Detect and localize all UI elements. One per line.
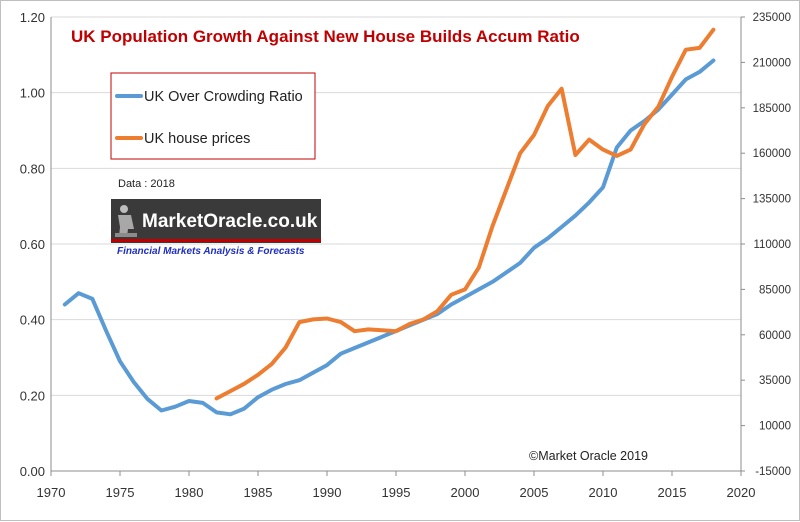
y-left-tick-label: 0.80 bbox=[20, 161, 45, 176]
y-right-tick-label: 160000 bbox=[753, 148, 791, 160]
statue-icon bbox=[115, 205, 137, 237]
x-tick-label: 1995 bbox=[382, 485, 411, 500]
y-right-tick-label: 10000 bbox=[759, 421, 791, 433]
y-right-tick-label: 35000 bbox=[759, 375, 791, 387]
logo-tagline: Financial Markets Analysis & Forecasts bbox=[117, 246, 305, 257]
x-tick-label: 2000 bbox=[451, 485, 480, 500]
y-left-tick-label: 1.20 bbox=[20, 10, 45, 25]
y-left-tick-label: 0.60 bbox=[20, 237, 45, 252]
y-left-tick-label: 0.20 bbox=[20, 388, 45, 403]
chart-title: UK Population Growth Against New House B… bbox=[71, 27, 580, 46]
x-tick-label: 1970 bbox=[37, 485, 66, 500]
series-line-overcrowding-ratio bbox=[62, 58, 716, 417]
market-oracle-logo: MarketOracle.co.uk Financial Markets Ana… bbox=[111, 199, 321, 257]
legend-label-house-prices: UK house prices bbox=[144, 131, 250, 147]
logo-underline bbox=[111, 239, 321, 242]
x-tick-label: 2010 bbox=[589, 485, 618, 500]
y-right-tick-label: -15000 bbox=[755, 466, 791, 478]
y-right-tick-label: 185000 bbox=[753, 103, 791, 115]
x-tick-label: 1990 bbox=[313, 485, 342, 500]
y-left-tick-label: 1.00 bbox=[20, 86, 45, 101]
y-left-tick-label: 0.00 bbox=[20, 464, 45, 479]
y-right-tick-label: 210000 bbox=[753, 57, 791, 69]
y-right-tick-label: 85000 bbox=[759, 284, 791, 296]
logo-name: MarketOracle.co.uk bbox=[142, 211, 318, 232]
x-tick-label: 2020 bbox=[727, 485, 756, 500]
x-tick-label: 1985 bbox=[244, 485, 273, 500]
data-year-note: Data : 2018 bbox=[118, 178, 175, 190]
x-tick-label: 2015 bbox=[658, 485, 687, 500]
axes: 0.00 0.20 0.40 0.60 0.80 1.00 1.20 -15000 10000 3… bbox=[20, 10, 791, 500]
y-left-tick-label: 0.40 bbox=[20, 313, 45, 328]
y-right-tick-label: 60000 bbox=[759, 330, 791, 342]
x-tick-label: 2005 bbox=[520, 485, 549, 500]
y-right-tick-label: 235000 bbox=[753, 12, 791, 24]
logo-background bbox=[111, 199, 321, 243]
legend: UK Over Crowding Ratio UK house prices bbox=[110, 72, 316, 160]
x-tick-label: 1975 bbox=[106, 485, 135, 500]
copyright-note: ©Market Oracle 2019 bbox=[529, 449, 648, 463]
legend-label-overcrowding: UK Over Crowding Ratio bbox=[144, 89, 303, 105]
series-lines bbox=[62, 27, 716, 417]
series-line-house-prices bbox=[214, 27, 716, 401]
y-right-tick-label: 110000 bbox=[753, 239, 791, 251]
legend-box bbox=[110, 72, 316, 160]
x-tick-label: 1980 bbox=[175, 485, 204, 500]
y-right-tick-label: 135000 bbox=[753, 194, 791, 206]
